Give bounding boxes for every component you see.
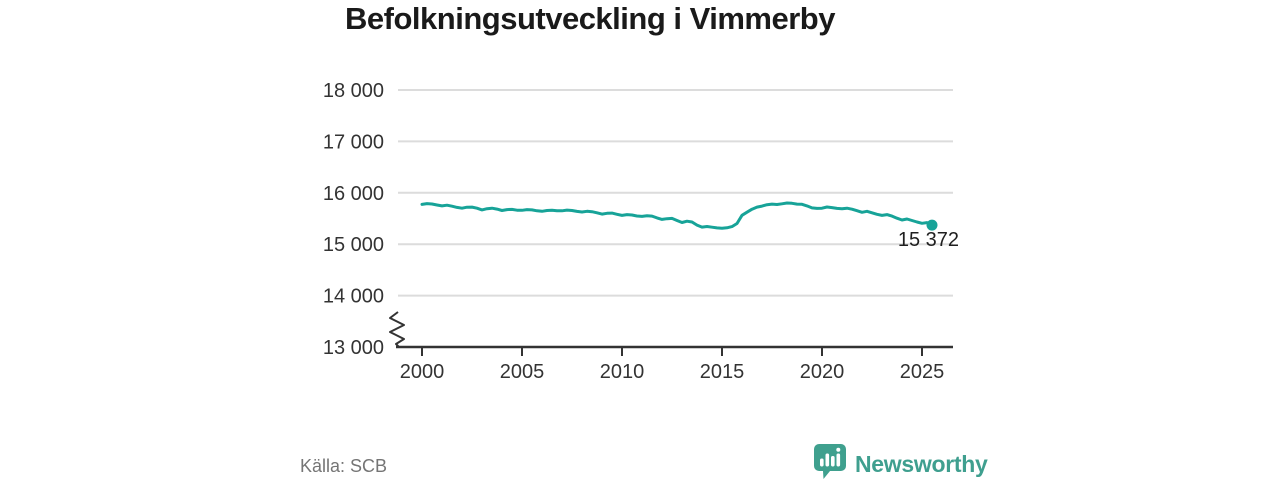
population-line (420, 201, 934, 230)
newsworthy-logo: Newsworthy (813, 443, 988, 480)
x-tick-label: 2005 (500, 361, 545, 383)
y-tick-label: 17 000 (323, 131, 384, 153)
newsworthy-speech-bubble-bar-chart-icon (813, 443, 847, 480)
x-tick-label: 2000 (400, 361, 445, 383)
x-tick-label: 2025 (900, 361, 945, 383)
y-tick-label: 14 000 (323, 286, 384, 308)
last-point-marker (926, 219, 938, 231)
chart-title: Befolkningsutveckling i Vimmerby (345, 1, 835, 36)
last-value-label: 15 372 (898, 229, 959, 251)
x-tick-label: 2010 (600, 361, 645, 383)
y-axis-break-icon (389, 311, 405, 348)
y-tick-label: 15 000 (323, 234, 384, 256)
newsworthy-logo-text: Newsworthy (855, 450, 988, 477)
y-tick-label: 16 000 (323, 183, 384, 205)
x-tick-label: 2015 (700, 361, 745, 383)
x-tick-label: 2020 (800, 361, 845, 383)
y-tick-label: 13 000 (323, 337, 384, 359)
source-note: Källa: SCB (300, 456, 388, 476)
y-tick-label: 18 000 (323, 80, 384, 102)
